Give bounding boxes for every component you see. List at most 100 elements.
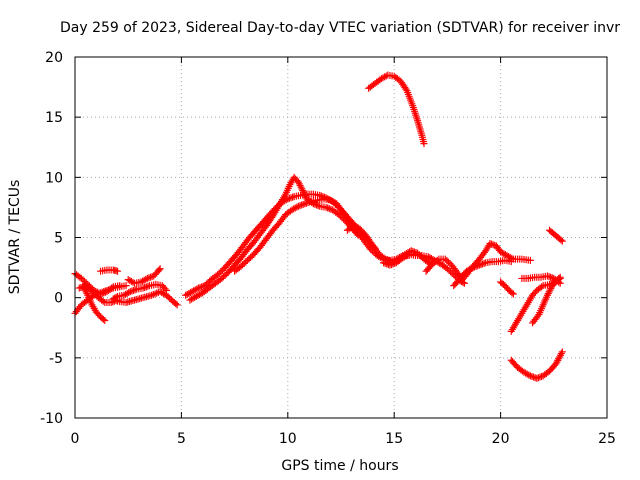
data-point-marker [294, 202, 302, 210]
data-point-marker [139, 284, 147, 292]
data-point-marker [558, 237, 566, 245]
data-point-marker [556, 279, 564, 287]
data-point-marker [112, 293, 120, 301]
data-point-marker [122, 282, 130, 290]
x-tick-label: 5 [177, 431, 186, 447]
data-point-marker [322, 203, 330, 211]
tick-labels: 0 5 10 15 20 25 -10 -5 0 5 10 15 20 [40, 50, 616, 447]
data-point-marker [336, 212, 344, 220]
data-point-marker [295, 180, 303, 188]
data-point-marker [155, 266, 163, 274]
data-point-marker [338, 214, 346, 222]
data-point-marker [555, 274, 563, 282]
data-point-marker [202, 280, 210, 288]
chart-title: Day 259 of 2023, Sidereal Day-to-day VTE… [60, 20, 620, 36]
data-point-marker [543, 291, 551, 299]
data-point-marker [293, 203, 301, 211]
series-track-17 [497, 278, 517, 298]
x-tick-label: 0 [71, 431, 80, 447]
data-point-marker [472, 262, 480, 270]
data-point-marker [237, 262, 245, 270]
x-tick-label: 15 [385, 431, 403, 447]
data-point-marker [173, 301, 181, 309]
data-point-marker [204, 279, 212, 287]
data-point-marker [243, 256, 251, 264]
data-point-marker [489, 241, 497, 249]
series-track-6 [109, 280, 171, 303]
data-point-marker [103, 286, 111, 294]
data-point-marker [79, 276, 87, 284]
data-point-marker [444, 258, 452, 266]
data-point-marker [156, 265, 164, 273]
y-tick-label: 20 [45, 50, 63, 66]
data-point-marker [217, 268, 225, 276]
data-point-marker [558, 348, 566, 356]
data-point-marker [145, 274, 153, 282]
data-point-marker [242, 258, 250, 266]
series-track-20 [529, 273, 564, 327]
series-track-8 [124, 265, 164, 287]
data-point-marker [144, 282, 152, 290]
data-point-marker [420, 140, 428, 148]
data-point-marker [530, 373, 538, 381]
data-point-marker [131, 286, 139, 294]
data-point-marker [301, 200, 309, 208]
data-point-marker [98, 288, 106, 296]
data-point-marker [383, 260, 391, 268]
data-point-marker [296, 182, 304, 190]
data-point-marker [198, 283, 206, 291]
data-point-marker [299, 200, 307, 208]
data-point-marker [297, 183, 305, 191]
data-point-marker [526, 256, 534, 264]
data-point-marker [101, 287, 109, 295]
data-point-marker [128, 287, 136, 295]
data-point-marker [477, 261, 485, 269]
data-point-marker [388, 261, 396, 269]
data-point-marker [83, 290, 91, 298]
data-point-marker [557, 350, 565, 358]
series-track-7 [114, 288, 181, 309]
data-point-marker [538, 283, 546, 291]
data-point-marker [543, 272, 551, 280]
data-point-marker [536, 373, 544, 381]
data-point-marker [196, 283, 204, 291]
data-point-marker [214, 271, 222, 279]
data-point-marker [479, 260, 487, 268]
data-point-marker [240, 259, 248, 267]
data-point-marker [99, 315, 107, 323]
data-point-marker [114, 267, 122, 275]
data-point-marker [151, 290, 159, 298]
data-point-marker [325, 205, 333, 213]
data-point-marker [433, 256, 441, 264]
data-point-marker [467, 264, 475, 272]
data-point-marker [525, 371, 533, 379]
data-point-marker [75, 284, 83, 292]
data-point-marker [148, 291, 156, 299]
series-track-13 [365, 71, 428, 148]
data-point-marker [526, 372, 534, 380]
data-point-marker [302, 199, 310, 207]
data-point-marker [475, 261, 483, 269]
data-point-marker [142, 283, 150, 291]
data-point-marker [547, 273, 555, 281]
data-point-marker [147, 273, 155, 281]
data-point-marker [287, 194, 295, 202]
x-tick-label: 25 [598, 431, 616, 447]
y-tick-label: -5 [49, 351, 63, 367]
data-point-marker [82, 282, 90, 290]
data-point-marker [172, 300, 180, 308]
data-point-marker [380, 259, 388, 267]
data-point-marker [97, 289, 105, 297]
data-point-marker [507, 258, 515, 266]
data-point-marker [545, 288, 553, 296]
data-point-marker [100, 288, 108, 296]
data-point-marker [389, 260, 397, 268]
data-point-marker [99, 297, 107, 305]
axis-ticks [74, 56, 608, 419]
data-point-marker [86, 286, 94, 294]
y-tick-label: 10 [45, 170, 63, 186]
data-point-marker [215, 269, 223, 277]
data-point-marker [85, 285, 93, 293]
